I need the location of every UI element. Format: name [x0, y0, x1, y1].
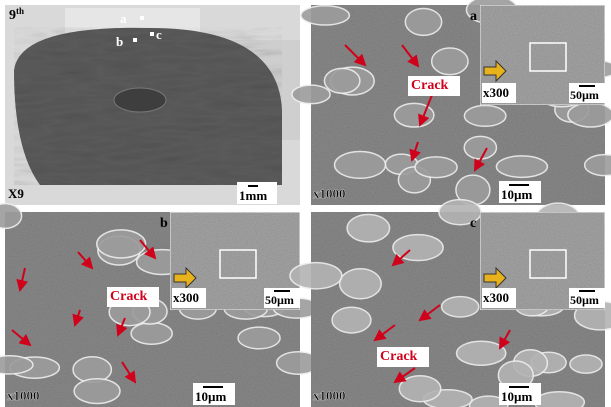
magnification: X9: [8, 186, 24, 201]
panel-label: b: [160, 216, 168, 231]
fiber: [324, 68, 359, 93]
fiber: [301, 6, 350, 25]
fiber: [74, 379, 120, 404]
fiber: [131, 323, 172, 345]
crack-label: Crack: [110, 289, 148, 304]
point-marker: [150, 32, 154, 36]
magnification: x1000: [313, 186, 346, 201]
scale-label: 10µm: [501, 187, 532, 202]
sem-panel: b x300 50µm Crack x1000 10µm: [0, 204, 321, 407]
scale-label: 10µm: [501, 389, 532, 404]
inset-magnification: x300: [483, 85, 509, 100]
magnification: x1000: [7, 388, 40, 403]
fiber: [393, 235, 443, 261]
panel-label: c: [470, 216, 476, 231]
overview-panel: 9th a b c X9 1mm: [5, 5, 300, 205]
fiber: [340, 269, 382, 299]
fiber: [238, 327, 280, 349]
sem-panel: c x300 50µm Crack x1000 10µm: [290, 200, 611, 407]
fiber: [496, 156, 547, 177]
fiber: [332, 307, 371, 333]
fiber: [570, 355, 602, 373]
inset-magnification: x300: [483, 290, 509, 305]
fiber: [335, 152, 386, 179]
inset-magnification: x300: [173, 290, 199, 305]
point-label: b: [116, 34, 123, 49]
core: [114, 88, 166, 112]
fiber: [534, 392, 584, 407]
point-marker: [133, 38, 137, 42]
panel-label: a: [470, 9, 477, 24]
fiber: [415, 157, 457, 178]
fiber: [464, 105, 506, 126]
fiber: [464, 136, 496, 159]
inset-scale: 50µm: [265, 293, 294, 307]
fiber: [347, 214, 389, 241]
fiber: [405, 9, 441, 36]
point-label: a: [120, 11, 127, 26]
fiber: [0, 356, 33, 374]
inset-scale: 50µm: [570, 293, 599, 307]
crack-label: Crack: [411, 78, 449, 93]
label-sup: th: [16, 6, 24, 16]
sem-panel: a x300 50µm Crack x1000 10µm: [292, 0, 611, 205]
fiber: [399, 376, 440, 402]
inset-scale: 50µm: [570, 88, 599, 102]
fiber: [432, 48, 468, 75]
point-label: c: [156, 27, 162, 42]
fiber: [457, 341, 506, 365]
fiber: [292, 85, 330, 104]
fiber: [97, 230, 146, 258]
crack-label: Crack: [380, 349, 418, 364]
fiber: [290, 263, 342, 289]
point-marker: [140, 16, 144, 20]
label-main: 9: [9, 8, 16, 23]
magnification: x1000: [313, 388, 346, 403]
figure: 9th a b c X9 1mm a x300 50µm Crack x1000 10µm…: [0, 0, 611, 407]
scale-label: 1mm: [239, 188, 267, 203]
fiber: [442, 297, 479, 317]
scale-label: 10µm: [195, 389, 226, 404]
fiber: [568, 103, 611, 127]
